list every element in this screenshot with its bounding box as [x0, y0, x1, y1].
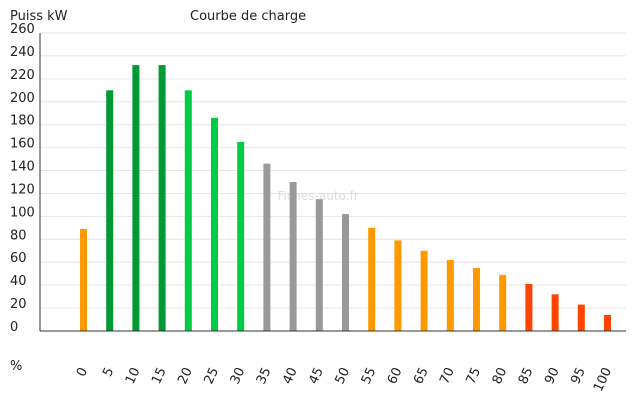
bar-45	[315, 199, 323, 331]
bar-25	[211, 117, 218, 331]
y-tick-label: 60	[10, 251, 27, 266]
y-tick-label: 140	[10, 160, 35, 175]
y-tick-label: 160	[10, 137, 35, 152]
y-tick-label: 260	[10, 22, 35, 37]
y-tick-label: 80	[10, 228, 27, 243]
bar-85	[525, 284, 533, 331]
bar-0	[80, 228, 87, 331]
bar-95	[577, 304, 585, 331]
bar-100	[604, 314, 611, 331]
x-tick-labels: 0 5 10 15 20 25 30 35 40 45 50 55 60 65 70 75 80 85 90 95 10…	[74, 365, 615, 394]
x-tick-label: 70	[437, 365, 458, 386]
bar-40	[289, 182, 297, 331]
bar-20	[184, 90, 192, 331]
bar-35	[263, 163, 271, 331]
x-tick-label: 45	[306, 365, 327, 386]
bar-50	[342, 214, 349, 331]
bar-5	[106, 90, 114, 331]
x-axis-label: %	[10, 359, 22, 374]
y-tick-label: 40	[10, 274, 27, 289]
y-tick-label: 0	[10, 320, 18, 335]
bar-55	[368, 227, 376, 331]
bar-75	[473, 267, 480, 331]
x-tick-label: 80	[490, 365, 511, 386]
x-tick-label: 50	[333, 365, 354, 386]
bar-15	[158, 65, 166, 331]
x-tick-label: 40	[280, 365, 301, 386]
y-tick-label: 120	[10, 182, 35, 197]
grid	[40, 32, 626, 309]
x-tick-label: 65	[411, 365, 432, 386]
x-tick-label: 30	[228, 365, 249, 386]
x-tick-label: 85	[516, 365, 537, 386]
y-tick-label: 180	[10, 114, 35, 129]
chart-title: Courbe de charge	[190, 9, 306, 24]
x-tick-label: 0	[74, 365, 91, 379]
x-tick-label: 90	[542, 365, 563, 386]
watermark: Fiches-auto.fr	[277, 189, 358, 203]
x-tick-label: 60	[385, 365, 406, 386]
bar-65	[420, 250, 428, 331]
bar-80	[499, 274, 507, 331]
y-axis-label: Puiss kW	[10, 9, 68, 24]
y-tick-label: 220	[10, 68, 35, 83]
y-tick-label: 20	[10, 297, 27, 312]
y-tick-label: 100	[10, 205, 35, 220]
bar-10	[132, 65, 140, 331]
bar-90	[551, 294, 559, 331]
y-tick-labels: 0 20 40 60 80 100 120 140 160 180 200 220 240 260	[10, 22, 35, 335]
y-tick-label: 200	[10, 91, 35, 106]
bar-70	[446, 259, 454, 331]
x-tick-label: 55	[359, 365, 380, 386]
x-tick-label: 20	[175, 365, 196, 386]
bar-60	[394, 240, 402, 331]
x-tick-label: 15	[149, 365, 170, 386]
x-tick-label: 100	[591, 365, 615, 394]
x-tick-label: 25	[202, 365, 223, 386]
x-tick-label: 95	[568, 365, 589, 386]
bar-30	[237, 141, 245, 331]
x-tick-label: 10	[123, 365, 144, 386]
bars	[80, 65, 611, 331]
x-tick-label: 35	[254, 365, 275, 386]
x-tick-label: 5	[100, 365, 117, 379]
x-tick-label: 75	[464, 365, 485, 386]
y-tick-label: 240	[10, 45, 35, 60]
